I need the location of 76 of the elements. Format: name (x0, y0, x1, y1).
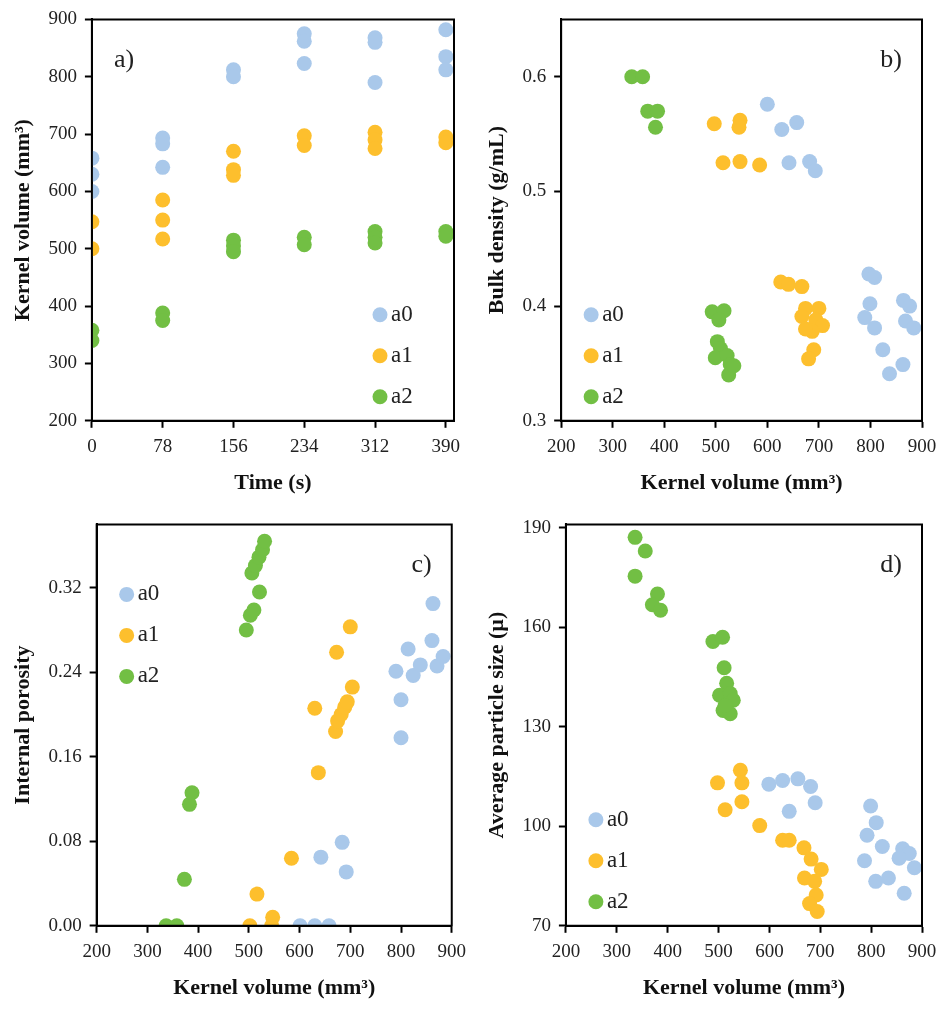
x-tick-label: 500 (234, 940, 264, 962)
x-axis-title: Kernel volume (mm³) (642, 974, 845, 1000)
legend-label: a1 (137, 621, 160, 647)
legend-label: a0 (391, 300, 413, 326)
annotation: a) (113, 44, 135, 74)
y-tick-label: 0.3 (522, 408, 547, 430)
x-tick-label: 400 (183, 940, 213, 962)
legend-label: a2 (602, 382, 624, 408)
y-tick-label: 0.00 (48, 913, 82, 935)
x-tick-label: 900 (907, 435, 937, 457)
x-tick-label: 600 (755, 940, 784, 962)
legend-label: a0 (606, 805, 629, 831)
x-tick-label: 0 (87, 435, 97, 457)
legend-label: a2 (137, 662, 160, 688)
y-tick-label: 0.08 (48, 829, 82, 851)
annotation: d) (880, 549, 902, 579)
x-tick-label: 390 (431, 435, 461, 457)
annotation: c) (411, 549, 432, 579)
x-tick-label: 312 (360, 435, 390, 457)
legend-label: a1 (391, 341, 413, 367)
y-axis-title: Internal porosity (8, 645, 34, 805)
x-tick-label: 200 (551, 940, 581, 962)
x-tick-label: 78 (153, 435, 173, 457)
x-tick-label: 300 (133, 940, 162, 962)
x-tick-label: 400 (653, 940, 682, 962)
y-tick-label: 0.32 (48, 575, 82, 597)
y-tick-label: 0.4 (522, 294, 547, 316)
y-tick-label: 400 (48, 294, 77, 316)
x-tick-label: 200 (546, 435, 576, 457)
x-tick-label: 900 (907, 940, 937, 962)
x-tick-label: 700 (806, 940, 835, 962)
x-tick-label: 300 (598, 435, 627, 457)
x-tick-label: 600 (285, 940, 314, 962)
x-tick-label: 800 (386, 940, 416, 962)
legend-label: a1 (606, 846, 629, 872)
x-tick-label: 800 (856, 940, 886, 962)
y-tick-label: 300 (48, 351, 77, 373)
y-tick-label: 0.6 (522, 64, 547, 86)
x-tick-label: 234 (290, 435, 320, 457)
x-axis-title: Kernel volume (mm³) (173, 974, 376, 1000)
legend-label: a2 (606, 887, 629, 913)
legend-label: a2 (391, 382, 413, 408)
legend-label: a0 (137, 580, 160, 606)
x-tick-label: 500 (704, 940, 733, 962)
x-tick-label: 700 (336, 940, 365, 962)
y-tick-label: 0.16 (48, 744, 82, 766)
x-tick-label: 200 (82, 940, 111, 962)
y-tick-label: 100 (522, 814, 551, 836)
y-tick-label: 200 (48, 408, 77, 430)
y-tick-label: 900 (48, 7, 77, 29)
x-axis-title: Kernel volume (mm³) (640, 469, 843, 495)
y-tick-label: 190 (522, 515, 551, 537)
y-tick-label: 130 (522, 714, 551, 736)
y-axis-title: Average particle size (µ) (482, 611, 508, 839)
y-tick-label: 800 (48, 64, 77, 86)
x-tick-label: 300 (602, 940, 632, 962)
annotation: b) (880, 44, 902, 74)
y-tick-label: 0.24 (48, 660, 83, 682)
x-tick-label: 500 (701, 435, 731, 457)
y-tick-label: 70 (531, 913, 551, 935)
y-axis-title: Kernel volume (mm³) (8, 119, 34, 322)
y-axis-title: Bulk density (g/mL) (482, 125, 508, 315)
x-axis-title: Time (s) (234, 469, 312, 495)
y-tick-label: 700 (48, 122, 77, 144)
legend-label: a1 (602, 341, 624, 367)
legend-label: a0 (602, 300, 624, 326)
x-tick-label: 600 (753, 435, 782, 457)
y-tick-label: 500 (48, 236, 77, 258)
y-tick-label: 600 (48, 179, 77, 201)
x-tick-label: 400 (650, 435, 679, 457)
x-tick-label: 700 (804, 435, 834, 457)
y-tick-label: 160 (522, 615, 551, 637)
y-tick-label: 0.5 (522, 179, 547, 201)
x-tick-label: 156 (219, 435, 248, 457)
x-tick-label: 900 (437, 940, 466, 962)
x-tick-label: 800 (856, 435, 885, 457)
